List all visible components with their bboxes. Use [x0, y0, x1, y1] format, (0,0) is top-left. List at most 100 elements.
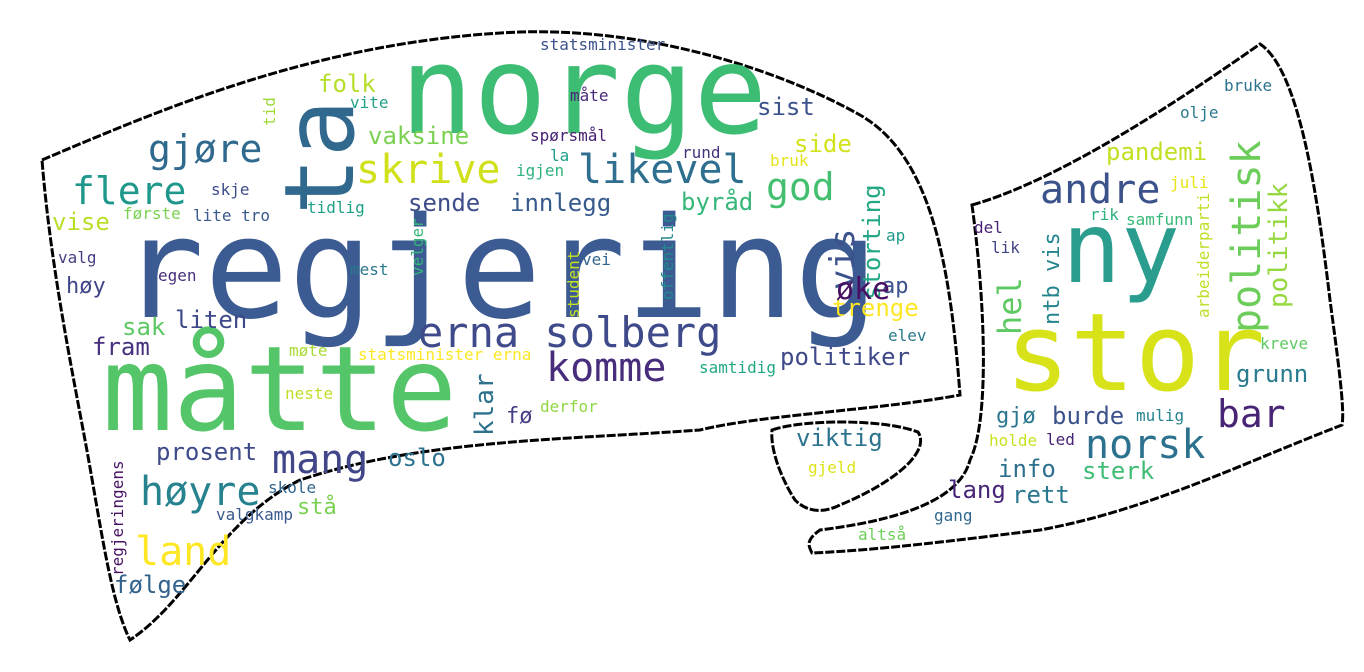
word-lik: lik	[991, 238, 1020, 257]
word-del: del	[974, 218, 1003, 237]
word-tidlig: tidlig	[307, 198, 365, 217]
word-vaksine: vaksine	[368, 122, 470, 150]
word-matte: måtte	[102, 320, 458, 458]
word-regjeringens: regjeringens	[108, 460, 127, 576]
word-sta: stå	[297, 495, 337, 520]
word-olje: olje	[1180, 103, 1219, 122]
word-lite-tro: lite tro	[193, 206, 271, 225]
word-gjore: gjøre	[148, 127, 263, 171]
word-likevel: likevel	[578, 147, 747, 193]
word-ny: ny	[1062, 192, 1181, 306]
word-altsa: altså	[858, 525, 907, 544]
word-lang: lang	[948, 476, 1006, 504]
word-mulig: mulig	[1136, 406, 1185, 425]
word-derfor: derfor	[540, 397, 598, 416]
word-info: info	[998, 455, 1056, 483]
word-egen: egen	[158, 266, 197, 285]
word-skole: skole	[268, 478, 317, 497]
word-prosent: prosent	[156, 438, 258, 466]
word-hel: hel	[991, 277, 1029, 335]
word-statsminister: statsminister	[540, 35, 666, 54]
word-sist: sist	[757, 93, 815, 121]
word-kreve: kreve	[1260, 334, 1309, 353]
word-komme: komme	[546, 345, 667, 391]
word-rett: rett	[1012, 481, 1070, 509]
word-andre: andre	[1040, 167, 1161, 213]
word-pandemi: pandemi	[1106, 138, 1208, 166]
word-fo: fø	[506, 404, 533, 429]
word-liten: liten	[175, 306, 248, 334]
word-politisk: politisk	[1224, 140, 1270, 333]
word-velger: velger	[408, 218, 427, 276]
word-hoy: høy	[66, 274, 106, 299]
word-rik: rik	[1090, 205, 1119, 224]
word-sporsmal: spørsmål	[530, 126, 608, 145]
word-elev: elev	[888, 326, 927, 345]
word-mate: måte	[570, 86, 609, 105]
word-juli: juli	[1170, 173, 1209, 192]
word-student: student	[564, 250, 583, 318]
word-mest: mest	[350, 260, 389, 279]
word-gang: gang	[934, 506, 973, 525]
word-valgkamp: valgkamp	[216, 505, 294, 524]
word-samtidig: samtidig	[699, 358, 777, 377]
word-ap: ap	[882, 274, 909, 299]
word-tid: tid	[260, 97, 279, 126]
word-gjo: gjø	[996, 404, 1036, 429]
word-mang: mang	[272, 437, 369, 483]
word-skrive: skrive	[356, 147, 501, 193]
word-side: side	[794, 130, 852, 158]
word-innlegg: innlegg	[510, 189, 612, 217]
word-klar: klar	[470, 373, 500, 436]
word-sende: sende	[408, 189, 481, 217]
word-vite: vite	[350, 93, 389, 112]
word-trenge: trenge	[832, 294, 919, 322]
word-burde: burde	[1052, 402, 1125, 430]
word-oke: øke	[836, 272, 891, 307]
word-folk: folk	[318, 70, 376, 98]
word-norge: norge	[400, 20, 768, 162]
word-rund: rund	[682, 143, 721, 162]
word-arbeiderparti: arbeiderparti	[1194, 192, 1213, 318]
word-stor: stor	[1005, 291, 1266, 416]
word-norsk: norsk	[1085, 422, 1206, 468]
word-samfunn: samfunn	[1126, 210, 1194, 229]
word-erna-solberg: erna solberg	[418, 308, 722, 357]
word-grunn: grunn	[1236, 360, 1309, 388]
word-ap-small: ap	[886, 226, 906, 245]
word-holde: holde	[989, 431, 1038, 450]
word-politikk: politikk	[1264, 182, 1294, 308]
word-oslo: oslo	[388, 444, 446, 472]
word-offentlig: offentlig	[658, 213, 677, 300]
word-fram: fram	[92, 333, 150, 361]
word-sterk: sterk	[1082, 457, 1155, 485]
word-byrad: byråd	[681, 188, 754, 216]
word-skje: skje	[211, 180, 250, 199]
word-led: led	[1046, 430, 1075, 449]
word-bruke: bruke	[1224, 76, 1273, 95]
word-mote: møte	[289, 341, 328, 360]
word-igjen: igjen	[516, 161, 565, 180]
word-vei: vei	[582, 250, 611, 269]
word-bruk: bruk	[770, 151, 809, 170]
word-viktig: viktig	[796, 424, 883, 452]
word-bar: bar	[1217, 392, 1286, 436]
word-land: land	[135, 529, 232, 575]
word-folge: følge	[114, 571, 187, 599]
word-valg: valg	[58, 248, 97, 267]
word-god: god	[766, 165, 835, 209]
word-hoyre: høyre	[140, 469, 261, 515]
word-politiker: politiker	[780, 343, 911, 371]
word-gjeld: gjeld	[808, 458, 857, 477]
word-ntb-vis: ntb vis	[1040, 232, 1065, 325]
word-la: la	[550, 146, 570, 165]
word-vise: vise	[52, 208, 110, 236]
word-flere: flere	[72, 169, 187, 213]
word-statsminister-erna: statsminister erna	[358, 345, 532, 364]
word-sak: sak	[122, 313, 166, 341]
word-forste: første	[123, 204, 181, 223]
word-neste: neste	[285, 384, 334, 403]
word-regjering: regjering	[120, 188, 879, 351]
